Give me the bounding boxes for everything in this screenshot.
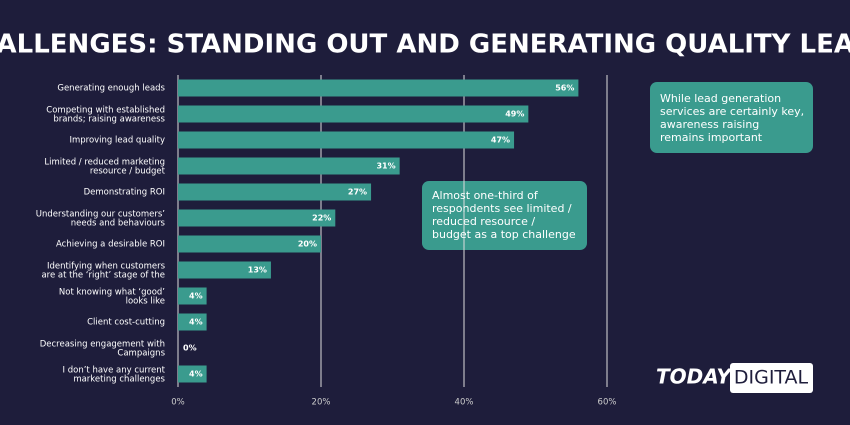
bar: [178, 287, 207, 305]
annotation-line: reduced resource /: [432, 215, 535, 228]
x-tick-label: 20%: [312, 398, 331, 408]
category-label: Not knowing what ‘good’ looks like: [59, 287, 165, 306]
category-label: Decreasing engagement with Campaigns: [40, 339, 166, 358]
logo-box: [730, 363, 813, 393]
category-label: Client cost-cutting: [87, 318, 165, 328]
annotation-line: While lead generation: [660, 92, 781, 105]
category-label: Limited / reduced marketing resource / bu…: [44, 157, 165, 176]
value-label: 4%: [189, 370, 203, 379]
bar: [178, 235, 321, 253]
category-label: Demonstrating ROI: [84, 188, 165, 198]
bar: [178, 131, 515, 149]
x-tick-label: 60%: [598, 398, 617, 408]
value-label: 27%: [348, 188, 367, 197]
value-label: 49%: [505, 110, 524, 119]
annotation-line: respondents see limited /: [432, 202, 572, 215]
bar: [178, 365, 207, 383]
category-label: Achieving a desirable ROI: [56, 240, 165, 250]
value-label: 4%: [189, 318, 203, 327]
bar: [178, 261, 271, 279]
category-label: Identifying when customers are at the ‘ri…: [41, 261, 165, 280]
bar: [178, 157, 400, 175]
annotation-line: Almost one-third of: [432, 189, 539, 202]
chart-title: CHALLENGES: STANDING OUT AND GENERATING …: [0, 30, 850, 60]
bar: [178, 209, 336, 227]
value-label: 20%: [298, 240, 317, 249]
x-tick-label: 40%: [455, 398, 474, 408]
bar: [178, 313, 207, 331]
category-label: Understanding our customers’ needs and be…: [36, 209, 166, 228]
bar: [178, 183, 372, 201]
value-label: 22%: [312, 214, 331, 223]
value-label: 0%: [183, 344, 197, 353]
value-label: 47%: [491, 136, 510, 145]
value-label: 31%: [376, 162, 395, 171]
annotation-line: remains important: [660, 131, 763, 144]
bar: [178, 79, 579, 97]
bar: [178, 105, 529, 123]
category-label: Improving lead quality: [69, 136, 165, 146]
logo-right: DIGITAL: [734, 367, 809, 389]
category-label: I don’t have any current marketing challe…: [63, 365, 166, 384]
logo-left: TODAY: [656, 365, 733, 389]
callout-box: [422, 181, 587, 250]
annotation-line: awareness raising: [660, 118, 759, 131]
category-label: Competing with established brands; raisin…: [46, 105, 165, 124]
value-label: 56%: [555, 84, 574, 93]
category-label: Generating enough leads: [57, 84, 165, 94]
callout-box: [650, 82, 813, 153]
annotation-line: budget as a top challenge: [432, 228, 576, 241]
annotation-line: services are certainly key,: [660, 105, 804, 118]
x-tick-label: 0%: [171, 398, 185, 408]
value-label: 13%: [248, 266, 267, 275]
value-label: 4%: [189, 292, 203, 301]
